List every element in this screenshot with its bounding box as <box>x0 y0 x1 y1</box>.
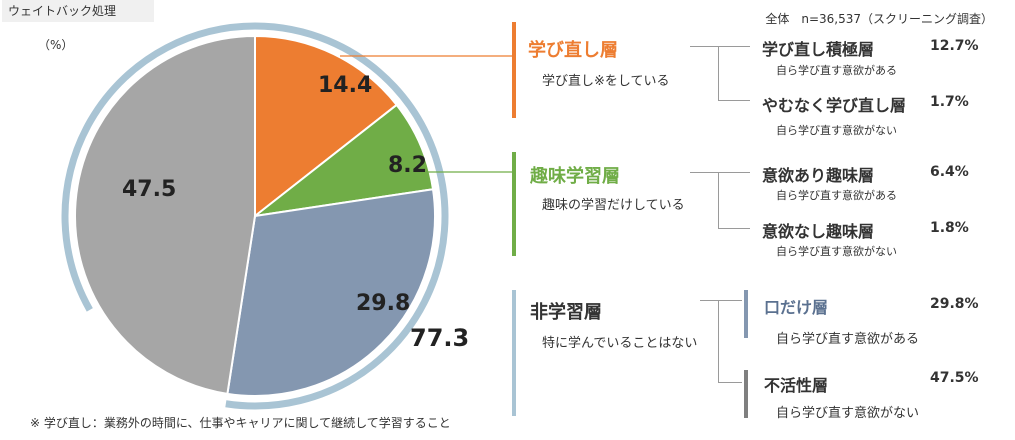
connector-line <box>718 46 719 100</box>
connector-line <box>690 46 750 47</box>
sub-desc: 自ら学び直す意欲がない <box>776 245 897 258</box>
pie-slice <box>251 103 435 218</box>
sub-pct: 29.8% <box>930 296 979 312</box>
pie-slice <box>74 34 256 396</box>
sub-desc: 自ら学び直す意欲がある <box>776 64 897 77</box>
sub-pct: 1.7% <box>930 94 969 110</box>
sub-desc: 自ら学び直す意欲がない <box>776 406 920 421</box>
unit-label: （%） <box>38 38 74 52</box>
sub-title: 学び直し積極層 <box>762 40 875 59</box>
slice-value-label: 29.8 <box>356 291 410 316</box>
group-title-higakushu: 非学習層 <box>530 302 602 323</box>
footnote: ※ 学び直し：業務外の時間に、仕事やキャリアに関して継続して学習すること <box>30 416 451 430</box>
connector-line <box>718 172 719 228</box>
sub-pct: 12.7% <box>930 38 979 54</box>
sub-bar-kuchidake <box>744 290 748 338</box>
connector-line <box>718 100 750 101</box>
connector-line <box>718 300 719 382</box>
bracket-total-label: 77.3 <box>410 324 470 352</box>
sub-title: 意欲あり趣味層 <box>762 166 875 185</box>
sub-desc: 自ら学び直す意欲がある <box>776 189 897 202</box>
connector-line <box>700 300 742 301</box>
group-desc-manabi: 学び直し※をしている <box>542 74 670 89</box>
group-bar-shumi <box>512 152 516 256</box>
connector-line <box>690 172 750 173</box>
sub-bar-fukassei <box>744 370 748 418</box>
group-bar-manabi <box>512 22 516 118</box>
slice-value-label: 8.2 <box>388 153 427 178</box>
sub-desc: 自ら学び直す意欲がある <box>776 332 920 347</box>
group-desc-higakushu: 特に学んでいることはない <box>542 336 698 351</box>
group-title-shumi: 趣味学習層 <box>530 166 620 187</box>
bracket-arc <box>61 22 256 312</box>
sub-title: 口だけ層 <box>764 298 829 317</box>
sub-desc: 自ら学び直す意欲がない <box>776 124 897 137</box>
sub-pct: 1.8% <box>930 220 969 236</box>
total-sample-label: 全体 n=36,537（スクリーニング調査） <box>765 12 993 26</box>
sub-title: 不活性層 <box>764 376 829 395</box>
connector-line <box>718 382 742 383</box>
sub-pct: 47.5% <box>930 370 979 386</box>
bracket-arc <box>225 22 449 410</box>
slice-value-label: 47.5 <box>122 177 176 202</box>
group-desc-shumi: 趣味の学習だけしている <box>542 198 685 213</box>
connector-line <box>718 228 750 229</box>
sub-pct: 6.4% <box>930 164 969 180</box>
slice-value-label: 14.4 <box>318 73 372 98</box>
pie-slice <box>226 188 436 397</box>
sub-title: やむなく学び直し層 <box>762 96 907 115</box>
group-title-manabi: 学び直し層 <box>528 40 618 61</box>
pie-slice <box>254 34 399 219</box>
group-bar-higakushu <box>512 290 516 416</box>
sub-title: 意欲なし趣味層 <box>762 222 875 241</box>
weighting-tag: ウェイトバック処理 <box>2 0 154 22</box>
